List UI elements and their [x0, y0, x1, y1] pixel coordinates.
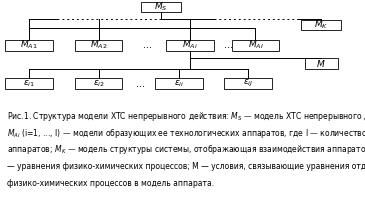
Text: ...: ... [143, 40, 152, 50]
Text: $\varepsilon_{i1}$: $\varepsilon_{i1}$ [23, 78, 35, 89]
Text: физико-химических процессов в модель аппарата.: физико-химических процессов в модель апп… [7, 179, 214, 188]
Text: $M_K$: $M_K$ [314, 19, 328, 31]
Text: аппаратов; $M_K$ — модель структуры системы, отображающая взаимодействия аппарат: аппаратов; $M_K$ — модель структуры сист… [7, 144, 365, 157]
Text: Рис.1. Структура модели ХТС непрерывного действия: $M_S$ — модель ХТС непрерывно: Рис.1. Структура модели ХТС непрерывного… [7, 110, 365, 123]
FancyBboxPatch shape [141, 2, 181, 12]
FancyBboxPatch shape [232, 40, 279, 51]
Text: ...: ... [136, 79, 145, 89]
Text: $M_{A1}$: $M_{A1}$ [20, 39, 38, 52]
FancyBboxPatch shape [5, 78, 53, 89]
FancyBboxPatch shape [155, 78, 203, 89]
FancyBboxPatch shape [224, 78, 272, 89]
FancyBboxPatch shape [301, 20, 341, 30]
Text: $M_{A2}$: $M_{A2}$ [90, 39, 107, 52]
Text: $M_{Ai}$ (i=1, ..., I) — модели образующих ее технологических аппаратов, где I —: $M_{Ai}$ (i=1, ..., I) — модели образующ… [7, 127, 365, 140]
Text: $M$: $M$ [316, 58, 326, 69]
FancyBboxPatch shape [5, 40, 53, 51]
Text: $M_{Ai}$: $M_{Ai}$ [182, 39, 198, 52]
Text: — уравнения физико-химических процессов; М — условия, связывающие уравнения отде: — уравнения физико-химических процессов;… [7, 162, 365, 171]
FancyBboxPatch shape [305, 58, 338, 69]
FancyBboxPatch shape [75, 40, 122, 51]
FancyBboxPatch shape [75, 78, 122, 89]
Text: $M_{AI}$: $M_{AI}$ [247, 39, 264, 52]
Text: $M_S$: $M_S$ [154, 1, 168, 13]
Text: ...: ... [224, 40, 233, 50]
Text: $\varepsilon_{ii}$: $\varepsilon_{ii}$ [174, 78, 184, 89]
Text: $\varepsilon_{iJ}$: $\varepsilon_{iJ}$ [243, 78, 253, 89]
FancyBboxPatch shape [166, 40, 214, 51]
Text: $\varepsilon_{i2}$: $\varepsilon_{i2}$ [93, 78, 104, 89]
